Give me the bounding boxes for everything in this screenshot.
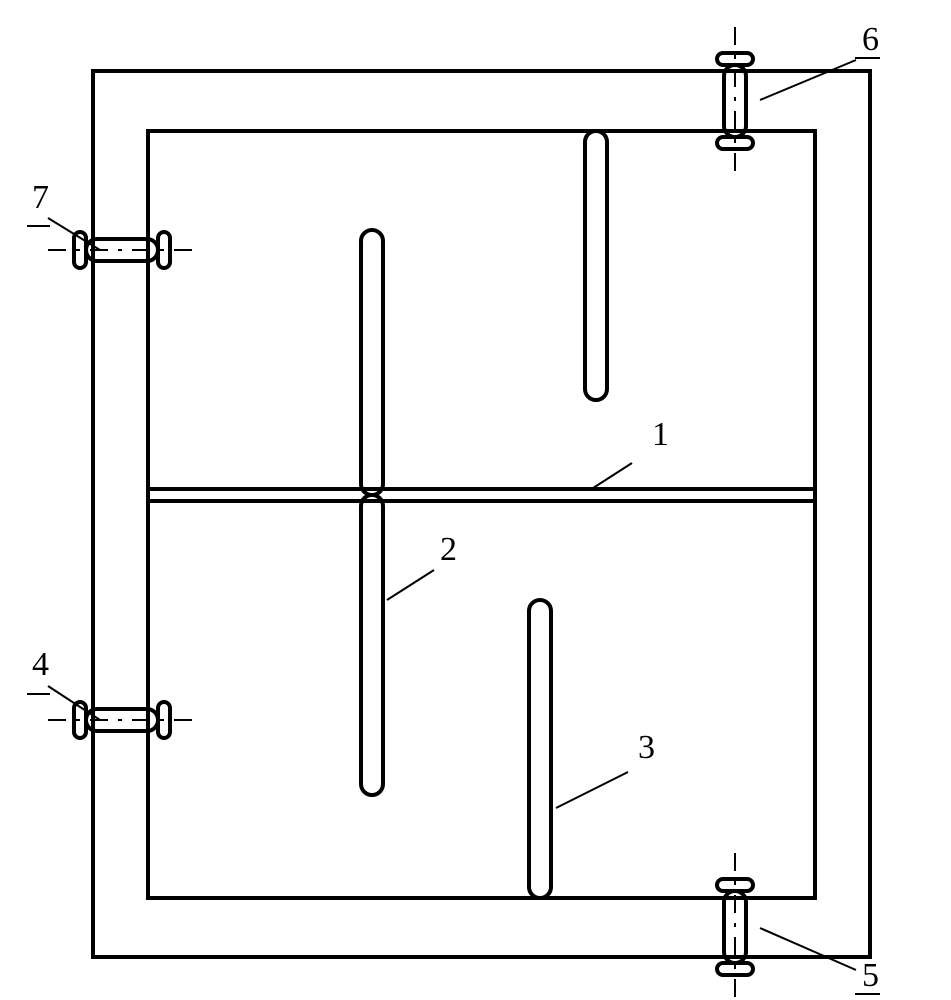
- leader-line-6: [760, 60, 856, 100]
- leader-line-2: [387, 570, 434, 600]
- callout-label-2: 2: [440, 531, 457, 568]
- callout-label-4: 4: [32, 646, 49, 683]
- inner-frame: [148, 131, 815, 898]
- outer-frame: [93, 71, 870, 957]
- leader-line-3: [556, 772, 628, 808]
- horizontal-divider: [148, 489, 815, 501]
- leader-line-1: [590, 463, 632, 490]
- leader-line-5: [760, 928, 856, 970]
- callout-label-7: 7: [32, 179, 49, 216]
- callout-label-6: 6: [862, 21, 879, 58]
- callout-label-3: 3: [638, 729, 655, 766]
- callout-label-1: 1: [652, 416, 669, 453]
- callout-label-5: 5: [862, 957, 879, 994]
